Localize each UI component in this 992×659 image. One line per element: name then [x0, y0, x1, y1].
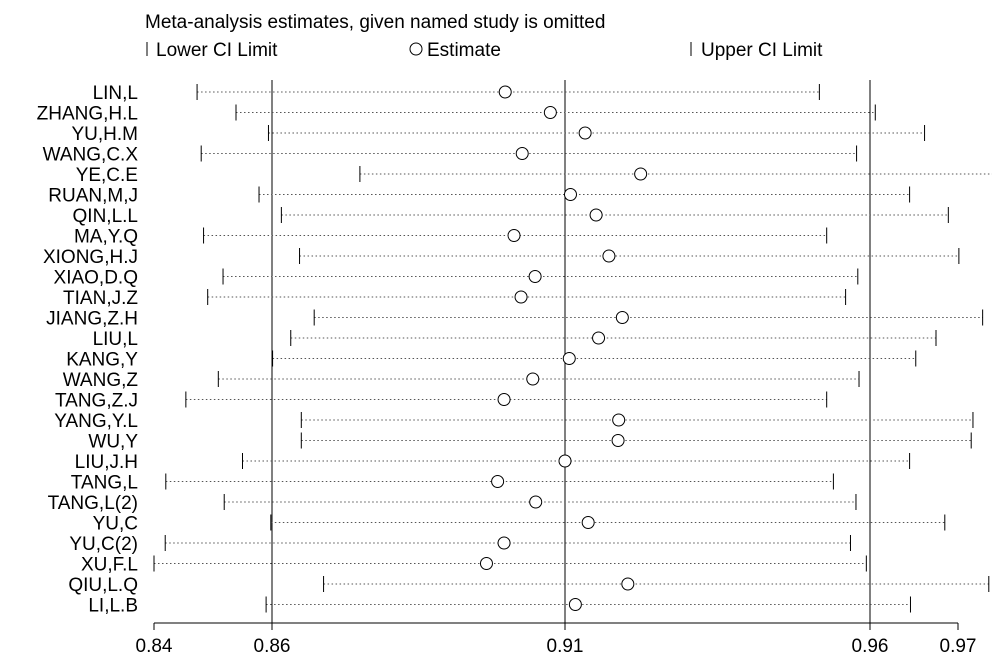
study-row: YU,C [93, 514, 946, 535]
legend-lower-label: Lower CI Limit [156, 40, 278, 61]
legend-upper-label: Upper CI Limit [701, 40, 823, 61]
estimate-point [562, 352, 576, 365]
estimate-point [514, 290, 528, 304]
study-label: RUAN,M,J [48, 186, 138, 207]
x-tick-label: 0.91 [547, 636, 584, 657]
reference-lines [271, 80, 871, 623]
study-label: LIU,L [93, 329, 138, 350]
study-row: YANG,Y.L [54, 411, 974, 432]
estimate-point [602, 249, 616, 263]
study-label: JIANG,Z.H [46, 309, 138, 330]
study-row: XIONG,H.J [43, 247, 960, 268]
estimate-point [498, 85, 512, 99]
estimate-point [578, 126, 592, 140]
study-row: KANG,Y [66, 350, 917, 371]
estimate-point [563, 188, 577, 201]
estimate-point [529, 495, 543, 509]
study-label: QIU,L.Q [68, 575, 138, 596]
chart-title: Meta-analysis estimates, given named stu… [145, 12, 605, 33]
legend: Lower CI Limit Estimate Upper CI Limit [146, 40, 823, 61]
study-row: TANG,L [71, 473, 834, 494]
x-tick-label: 0.97 [940, 636, 977, 657]
study-row: LIN,L [93, 83, 820, 104]
estimate-point [592, 331, 606, 345]
estimate-point [612, 413, 626, 427]
study-row: WANG,C.X [43, 145, 858, 166]
study-label: LIN,L [93, 83, 138, 104]
study-row: TIAN,J.Z [63, 288, 847, 309]
study-label: KANG,Y [66, 350, 138, 371]
study-row: LIU,L [93, 329, 937, 350]
estimate-point [634, 167, 648, 181]
estimate-point [528, 270, 542, 283]
study-rows: LIN,LZHANG,H.LYU,H.MWANG,C.XYE,C.ERUAN,M… [37, 83, 992, 617]
study-row: YU,H.M [72, 124, 926, 145]
study-row: QIN,L.L [73, 206, 949, 227]
study-label: LI,L.B [88, 596, 138, 617]
estimate-point [491, 475, 505, 488]
study-label: XIAO,D.Q [54, 268, 138, 289]
study-row: MA,Y.Q [74, 227, 828, 248]
study-row: WANG,Z [63, 370, 860, 391]
study-row: WU,Y [88, 432, 972, 453]
estimate-point [479, 557, 493, 570]
study-label: YU,C(2) [69, 534, 138, 555]
study-label: TIAN,J.Z [63, 288, 138, 309]
study-row: TANG,L(2) [48, 493, 857, 514]
study-row: QIU,L.Q [68, 575, 990, 596]
study-label: TANG,L [71, 473, 138, 494]
estimate-point [497, 393, 511, 406]
study-label: TANG,L(2) [48, 493, 138, 514]
estimate-point [526, 372, 540, 386]
estimate-point [615, 311, 629, 324]
x-axis-ticks: 0.84 0.86 0.91 0.96 0.97 [136, 623, 977, 657]
study-row: RUAN,M,J [48, 186, 911, 207]
estimate-point [558, 454, 572, 468]
estimate-point [589, 208, 603, 222]
estimate-point [507, 229, 521, 242]
study-label: LIU,J.H [75, 452, 138, 473]
estimate-point [611, 434, 625, 447]
study-label: WANG,C.X [43, 145, 139, 166]
x-tick-label: 0.96 [852, 636, 889, 657]
study-label: TANG,Z.J [55, 391, 138, 412]
study-row: XIAO,D.Q [54, 268, 859, 289]
study-row: LI,L.B [88, 596, 911, 617]
legend-estimate-label: Estimate [427, 40, 501, 61]
study-label: YANG,Y.L [54, 411, 138, 432]
study-row: TANG,Z.J [55, 391, 828, 412]
estimate-point [543, 106, 557, 119]
legend-estimate-marker [409, 42, 423, 56]
estimate-point [568, 598, 582, 611]
study-row: ZHANG,H.L [37, 104, 876, 125]
study-row: JIANG,Z.H [46, 309, 984, 330]
x-tick-label: 0.86 [254, 636, 291, 657]
study-label: WU,Y [88, 432, 138, 453]
study-label: YU,H.M [72, 124, 139, 145]
study-label: ZHANG,H.L [37, 104, 138, 125]
study-row: LIU,J.H [75, 452, 911, 473]
x-tick-label: 0.84 [136, 636, 173, 657]
study-label: QIN,L.L [73, 206, 138, 227]
study-label: YU,C [93, 514, 138, 535]
study-label: XU,F.L [81, 555, 138, 576]
study-row: XU,F.L [81, 555, 867, 576]
study-label: XIONG,H.J [43, 247, 138, 268]
estimate-point [581, 516, 595, 529]
study-row: YE,C.E [76, 165, 992, 186]
estimate-point [515, 147, 529, 160]
study-label: YE,C.E [76, 165, 138, 186]
study-row: YU,C(2) [69, 534, 851, 555]
study-label: WANG,Z [63, 370, 139, 391]
estimate-point [621, 577, 635, 591]
estimate-point [497, 536, 511, 550]
study-label: MA,Y.Q [74, 227, 138, 248]
